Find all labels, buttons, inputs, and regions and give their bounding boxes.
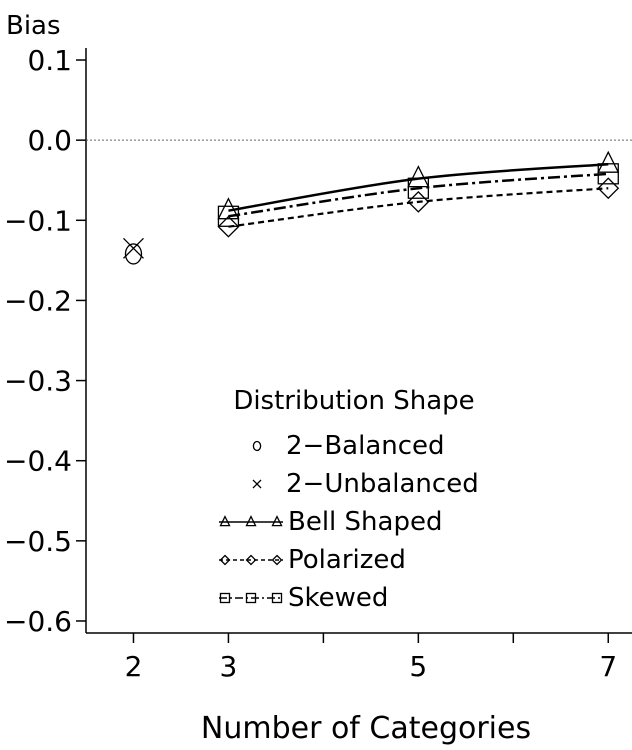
- marker-stroke: [252, 479, 262, 489]
- x-axis-label: Number of Categories: [201, 711, 531, 746]
- legend-symbol: [245, 592, 257, 604]
- legend: 2−Balanced 2−Unbalanced Bell Shaped Polariz…: [219, 431, 479, 613]
- legend-symbol: [245, 554, 257, 566]
- legend-entry-2-balanced: 2−Balanced: [252, 431, 445, 461]
- legend-entry-bell-shaped: Bell Shaped: [219, 507, 442, 537]
- legend-symbol: [219, 515, 231, 527]
- y-tick-label: −0.5: [4, 525, 72, 558]
- legend-label: Bell Shaped: [288, 507, 442, 537]
- point-polarized: [217, 215, 240, 238]
- legend-label: 2−Balanced: [286, 431, 445, 461]
- series-line-skewed: [228, 172, 609, 218]
- point-bell-shaped: [407, 165, 430, 188]
- ticks: 0.1 0.0 −0.1 −0.2 −0.3 −0.4 −0.5 −0.6 2 3 5 7: [4, 44, 617, 683]
- legend-label: 2−Unbalanced: [286, 469, 479, 499]
- legend-title: Distribution Shape: [233, 386, 474, 416]
- x-tick-label: 7: [599, 650, 617, 683]
- legend-symbol: [271, 515, 283, 527]
- x-tick-label: 2: [125, 650, 143, 683]
- legend-symbol: [252, 479, 262, 489]
- y-tick-label: 0.0: [27, 124, 72, 157]
- legend-entry-2-unbalanced: 2−Unbalanced: [252, 469, 479, 499]
- legend-entry-polarized: Polarized: [219, 545, 406, 575]
- series-lines: [228, 162, 609, 228]
- legend-symbol: [219, 554, 231, 566]
- axes: [85, 48, 632, 634]
- point-bell-shaped: [597, 150, 620, 173]
- point-polarized: [597, 177, 620, 200]
- y-tick-label: −0.3: [4, 365, 72, 398]
- y-tick-label: −0.1: [4, 204, 72, 237]
- point-bell-shaped: [217, 197, 240, 220]
- legend-entry-skewed: Skewed: [219, 583, 388, 613]
- point-skewed: [597, 163, 619, 185]
- x-tick-label: 3: [220, 650, 238, 683]
- series-markers: [123, 150, 620, 265]
- y-tick-label: −0.2: [4, 284, 72, 317]
- legend-label: Skewed: [288, 583, 388, 613]
- legend-symbol: [252, 440, 262, 452]
- legend-label: Polarized: [288, 545, 406, 575]
- point-skewed: [407, 177, 429, 199]
- y-tick-label: −0.6: [4, 605, 72, 638]
- legend-symbol: [245, 515, 257, 527]
- x-tick-label: 5: [409, 650, 427, 683]
- y-axis-label: Bias: [6, 11, 61, 41]
- legend-symbol: [271, 554, 283, 566]
- y-tick-label: 0.1: [27, 44, 72, 77]
- y-tick-label: −0.4: [4, 445, 72, 478]
- legend-symbol: [271, 592, 283, 604]
- marker-stroke: [123, 237, 144, 259]
- point-2-balanced: [124, 243, 143, 265]
- point-skewed: [217, 205, 240, 227]
- legend-symbol: [219, 592, 231, 604]
- series-line-polarized: [228, 187, 609, 228]
- point-2-unbalanced: [123, 237, 144, 259]
